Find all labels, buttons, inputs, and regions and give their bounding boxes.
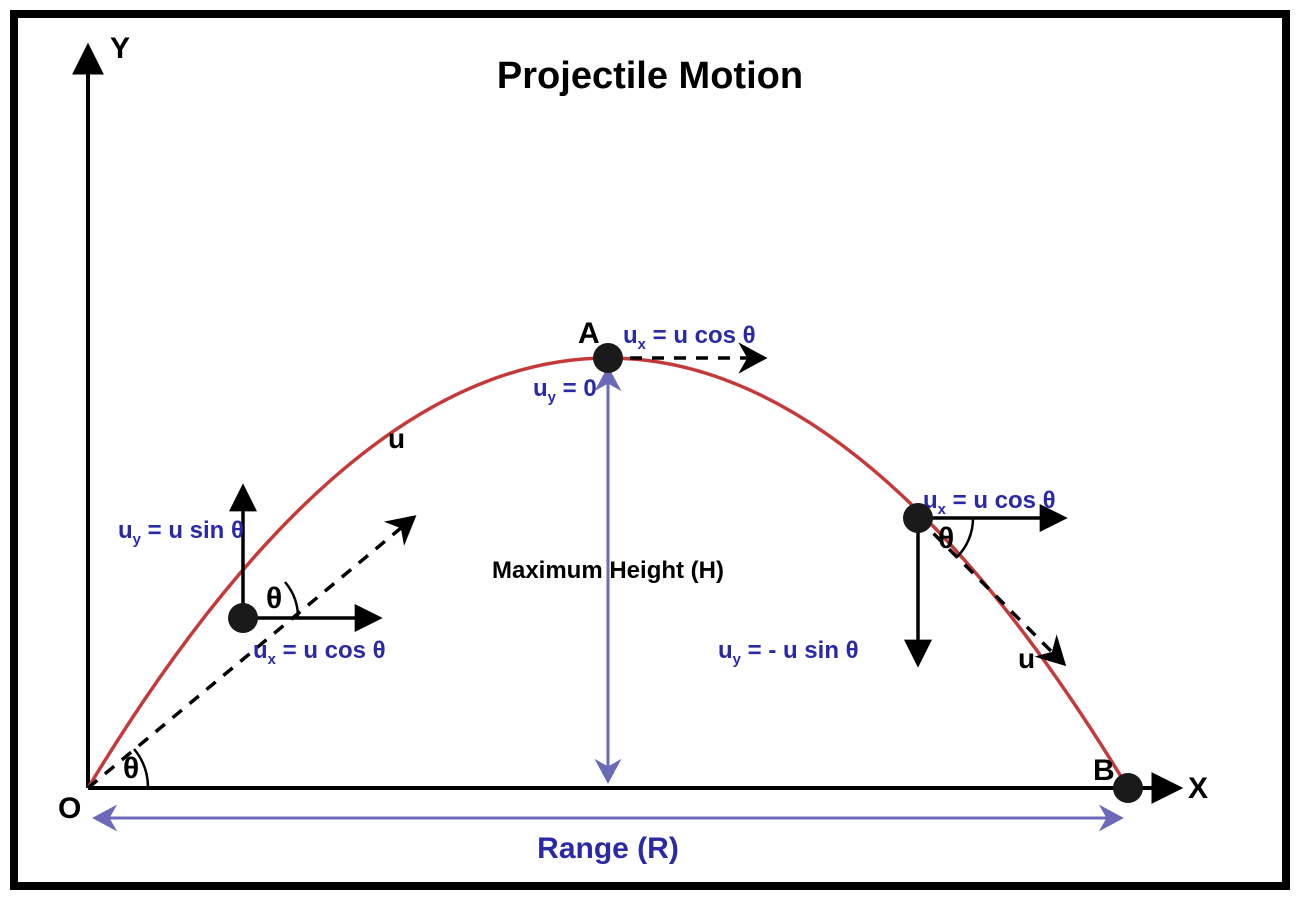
x-axis-label: X: [1188, 772, 1208, 805]
diagram-svg: Projectile Motion Y X O u θ θ uy = u sin…: [18, 18, 1282, 882]
apex-dot: [593, 343, 623, 373]
u-label-descending: u: [1018, 643, 1035, 674]
ascending-dot: [228, 603, 258, 633]
diagram-frame: Projectile Motion Y X O u θ θ uy = u sin…: [10, 10, 1290, 890]
ascending-ux-label: ux = u cos θ: [253, 637, 386, 668]
apex-ux-label: ux = u cos θ: [623, 322, 756, 353]
y-axis-label: Y: [110, 32, 130, 65]
descending-ux-label: ux = u cos θ: [923, 487, 1056, 518]
descending-uy-label: uy = - u sin θ: [718, 637, 859, 668]
point-B-label: B: [1093, 754, 1115, 787]
angle-arc-descending: [957, 518, 973, 557]
end-dot: [1113, 773, 1143, 803]
u-label-ascending: u: [388, 423, 405, 454]
theta-origin: θ: [123, 752, 139, 785]
apex-uy-label: uy = 0: [533, 375, 597, 406]
range-label: Range (R): [537, 832, 679, 865]
title-text: Projectile Motion: [497, 55, 803, 97]
ascending-uy-label: uy = u sin θ: [118, 517, 244, 548]
point-A-label: A: [578, 317, 600, 350]
angle-arc-ascending: [285, 582, 298, 618]
max-height-label: Maximum Height (H): [492, 557, 724, 584]
descending-dot: [903, 503, 933, 533]
theta-descending: θ: [938, 522, 954, 555]
origin-label: O: [58, 792, 81, 825]
theta-ascending: θ: [266, 582, 282, 615]
